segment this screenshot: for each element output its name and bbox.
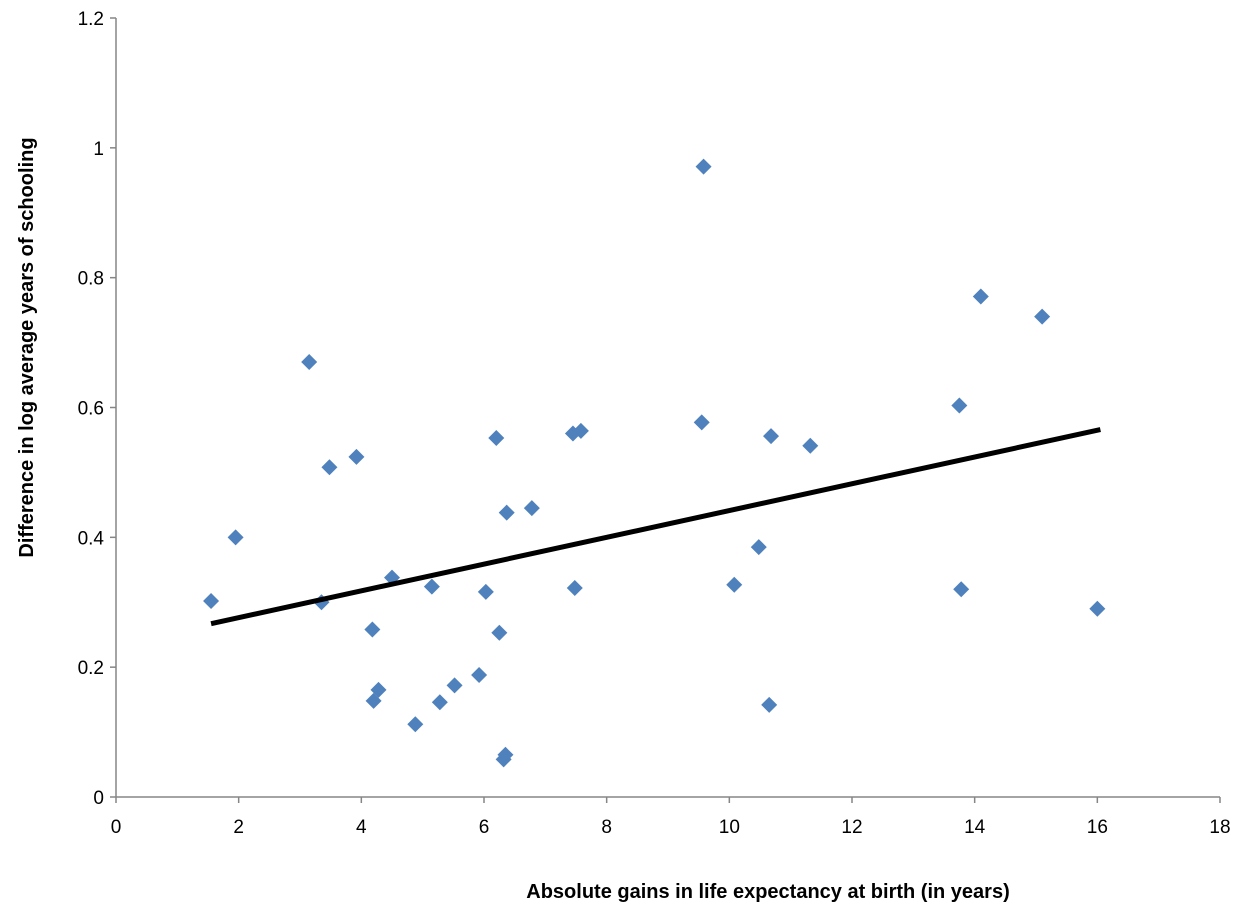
data-point bbox=[951, 397, 968, 414]
data-point bbox=[566, 579, 583, 596]
data-point bbox=[423, 578, 440, 595]
data-point bbox=[497, 746, 514, 763]
y-tick-label: 1 bbox=[93, 139, 104, 160]
data-point bbox=[695, 158, 712, 175]
y-tick-label: 0 bbox=[93, 788, 104, 809]
x-tick-label: 2 bbox=[233, 817, 244, 838]
y-tick-label: 0.4 bbox=[78, 528, 105, 549]
data-point bbox=[523, 500, 540, 517]
x-tick-label: 16 bbox=[1087, 817, 1108, 838]
y-tick-label: 0.8 bbox=[78, 269, 104, 290]
x-tick-label: 6 bbox=[479, 817, 490, 838]
data-point bbox=[370, 681, 387, 698]
data-point bbox=[726, 576, 743, 593]
data-point bbox=[572, 422, 589, 439]
data-point bbox=[972, 288, 989, 305]
data-point bbox=[763, 428, 780, 445]
data-point bbox=[431, 694, 448, 711]
data-point bbox=[477, 583, 494, 600]
data-point bbox=[488, 430, 505, 447]
x-tick-label: 18 bbox=[1209, 817, 1230, 838]
x-tick-label: 12 bbox=[841, 817, 862, 838]
x-tick-label: 4 bbox=[356, 817, 367, 838]
y-tick-label: 1.2 bbox=[78, 9, 104, 30]
x-axis-title: Absolute gains in life expectancy at bir… bbox=[526, 881, 1009, 903]
data-point bbox=[1034, 308, 1051, 325]
data-point bbox=[301, 354, 318, 371]
data-point bbox=[203, 592, 220, 609]
x-axis-ticks: 0 2 4 6 8 10 12 14 16 18 bbox=[111, 797, 1231, 838]
trend-line bbox=[210, 427, 1101, 627]
data-point bbox=[750, 539, 767, 556]
data-point bbox=[761, 696, 778, 713]
data-points bbox=[203, 158, 1106, 768]
x-tick-label: 14 bbox=[964, 817, 986, 838]
y-tick-label: 0.2 bbox=[78, 658, 104, 679]
data-point bbox=[953, 581, 970, 598]
x-tick-label: 8 bbox=[601, 817, 612, 838]
data-point bbox=[498, 504, 515, 521]
y-tick-label: 0.6 bbox=[78, 399, 104, 420]
data-point bbox=[227, 529, 244, 546]
data-point bbox=[364, 621, 381, 638]
data-point bbox=[491, 624, 508, 641]
data-point bbox=[348, 448, 365, 465]
x-tick-label: 0 bbox=[111, 817, 122, 838]
x-tick-label: 10 bbox=[719, 817, 740, 838]
data-point bbox=[1089, 600, 1106, 617]
data-point bbox=[321, 459, 338, 476]
data-point bbox=[802, 437, 819, 454]
y-axis-ticks: 0 0.2 0.4 0.6 0.8 1 1.2 bbox=[78, 9, 116, 809]
data-point bbox=[471, 666, 488, 683]
data-point bbox=[693, 414, 710, 431]
y-axis-title: Difference in log average years of schoo… bbox=[16, 137, 38, 557]
data-point bbox=[407, 716, 424, 733]
data-point bbox=[446, 677, 463, 694]
